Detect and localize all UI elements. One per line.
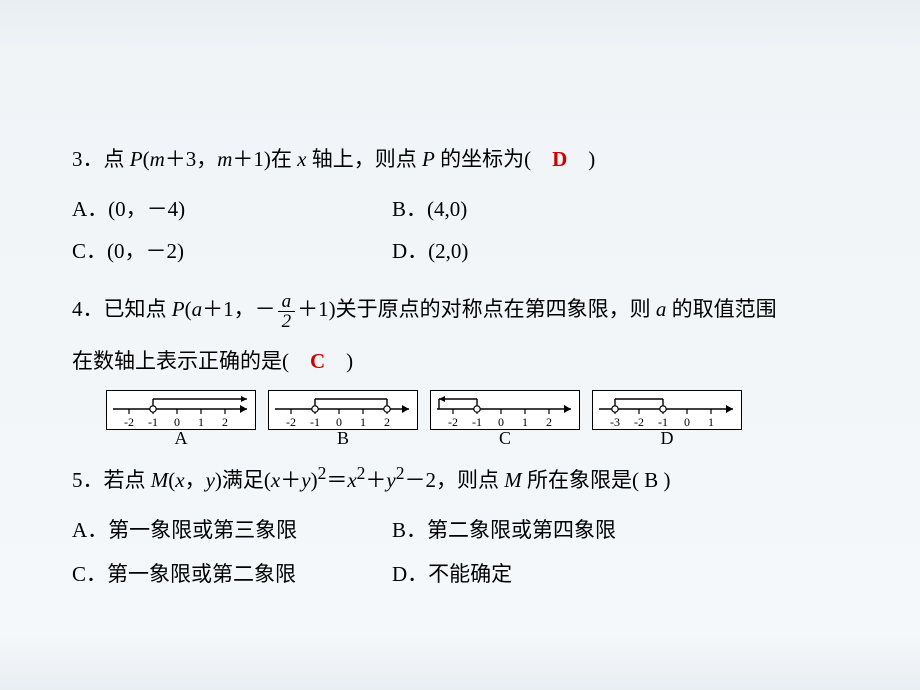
svg-text:-2: -2 — [124, 415, 134, 429]
q5-end: 所在象限是( — [522, 468, 645, 492]
q5-x: x — [175, 468, 184, 492]
q4-label-C: C — [430, 428, 580, 449]
q4-nlA-wrap: -2 -1 0 1 2 A — [106, 390, 256, 449]
q5-sup-a: 2 — [318, 463, 327, 483]
q3-p3: ＋3， — [165, 147, 218, 171]
svg-text:1: 1 — [198, 415, 204, 429]
svg-text:0: 0 — [498, 415, 504, 429]
q3-P: P — [130, 147, 143, 171]
q4-l2pre: 在数轴上表示正确的是( — [72, 349, 310, 373]
svg-text:0: 0 — [174, 415, 180, 429]
svg-text:2: 2 — [384, 415, 390, 429]
svg-text:2: 2 — [546, 415, 552, 429]
q4-p1b: ＋1)关于原点的对称点在第四象限，则 — [297, 297, 656, 321]
svg-text:-1: -1 — [310, 415, 320, 429]
q5-M: M — [151, 468, 169, 492]
q3-x: x — [297, 147, 306, 171]
q3-m2: m — [217, 147, 232, 171]
q3-stem: 3．点 P(m＋3，m＋1)在 x 轴上，则点 P 的坐标为( D ) — [72, 140, 848, 180]
q4-label-B: B — [268, 428, 418, 449]
q4-l2close: ) — [325, 349, 353, 373]
q5-pre: 5．若点 — [72, 468, 151, 492]
q5-answer: B — [644, 468, 658, 492]
q5-options: A．第一象限或第三象限 B．第二象限或第四象限 C．第一象限或第二象限 D．不能… — [72, 509, 848, 595]
q4-numberlines: -2 -1 0 1 2 A -2 -1 0 1 2 B -2 -1 0 1 2 C -3 -2 -1 0 1 D — [106, 390, 848, 449]
q5-plus: ＋ — [280, 468, 301, 492]
page-content: 3．点 P(m＋3，m＋1)在 x 轴上，则点 P 的坐标为( D ) A．(0… — [0, 0, 920, 635]
q5-y: y — [206, 468, 215, 492]
q5-optC: C．第一象限或第二象限 — [72, 553, 392, 595]
q3-optC: C．(0，－2) — [72, 230, 392, 272]
q3-optB: B．(4,0) — [392, 188, 848, 230]
q5-cp: )满足( — [215, 468, 271, 492]
q3-options-row2: C．(0，－2) D．(2,0) — [72, 230, 848, 272]
q3-text: 3．点 — [72, 147, 130, 171]
q4-P: P — [172, 297, 185, 321]
q4-stem-line1: 4．已知点 P(a＋1，－a2＋1)关于原点的对称点在第四象限，则 a 的取值范… — [72, 284, 848, 334]
q5-x2: x — [271, 468, 280, 492]
svg-text:-1: -1 — [148, 415, 158, 429]
svg-text:2: 2 — [222, 415, 228, 429]
q4-open: ( — [185, 297, 192, 321]
q5-optA: A．第一象限或第三象限 — [72, 509, 392, 551]
svg-text:1: 1 — [522, 415, 528, 429]
svg-text:-2: -2 — [286, 415, 296, 429]
q3-end: 的坐标为( — [435, 147, 552, 171]
q5-eq: ＝ — [326, 468, 347, 492]
q5-close: ) — [658, 468, 670, 492]
q5-sq: ) — [311, 468, 318, 492]
q5-optD: D．不能确定 — [392, 553, 848, 595]
svg-text:-1: -1 — [658, 415, 668, 429]
q5-comma: ， — [185, 468, 206, 492]
q3-open: ( — [143, 147, 150, 171]
q5-plus2: ＋ — [365, 468, 386, 492]
q5-m2: －2，则点 — [404, 468, 504, 492]
svg-text:-3: -3 — [610, 415, 620, 429]
q4-answer: C — [310, 349, 325, 373]
q4-a1: a — [192, 297, 203, 321]
q3-m1: m — [150, 147, 165, 171]
q3-optA: A．(0，－4) — [72, 188, 392, 230]
q4-nlC-wrap: -2 -1 0 1 2 C — [430, 390, 580, 449]
q4-pre: 4．已知点 — [72, 297, 172, 321]
q4-frac-num: a — [278, 292, 296, 312]
q3-options-row1: A．(0，－4) B．(4,0) — [72, 188, 848, 230]
q3-optD: D．(2,0) — [392, 230, 848, 272]
numberline-A: -2 -1 0 1 2 — [106, 390, 256, 430]
numberline-C: -2 -1 0 1 2 — [430, 390, 580, 430]
q4-label-D: D — [592, 428, 742, 449]
q5-optB: B．第二象限或第四象限 — [392, 509, 848, 551]
q4-a2: a — [656, 297, 667, 321]
q3-answer: D — [552, 147, 567, 171]
q5-stem: 5．若点 M(x，y)满足(x＋y)2＝x2＋y2－2，则点 M 所在象限是( … — [72, 457, 848, 501]
svg-text:0: 0 — [336, 415, 342, 429]
q4-nlD-wrap: -3 -2 -1 0 1 D — [592, 390, 742, 449]
q5-M2: M — [504, 468, 522, 492]
q3-post: 轴上，则点 — [307, 147, 423, 171]
svg-text:-2: -2 — [448, 415, 458, 429]
q5-x3: x — [347, 468, 356, 492]
svg-text:0: 0 — [684, 415, 690, 429]
svg-text:-1: -1 — [472, 415, 482, 429]
svg-text:1: 1 — [708, 415, 714, 429]
q4-p1: ＋1，－ — [202, 297, 276, 321]
q5-y2: y — [301, 468, 310, 492]
q4-fraction: a2 — [278, 292, 296, 331]
q4-stem-line2: 在数轴上表示正确的是( C ) — [72, 342, 848, 382]
q4-post: 的取值范围 — [666, 297, 776, 321]
q3-P2: P — [422, 147, 435, 171]
q3-p1: ＋1)在 — [232, 147, 297, 171]
q3-close: ) — [567, 147, 595, 171]
q4-nlB-wrap: -2 -1 0 1 2 B — [268, 390, 418, 449]
q4-frac-den: 2 — [278, 312, 296, 331]
svg-text:1: 1 — [360, 415, 366, 429]
numberline-B: -2 -1 0 1 2 — [268, 390, 418, 430]
q4-label-A: A — [106, 428, 256, 449]
svg-text:-2: -2 — [634, 415, 644, 429]
q5-y3: y — [386, 468, 395, 492]
numberline-D: -3 -2 -1 0 1 — [592, 390, 742, 430]
